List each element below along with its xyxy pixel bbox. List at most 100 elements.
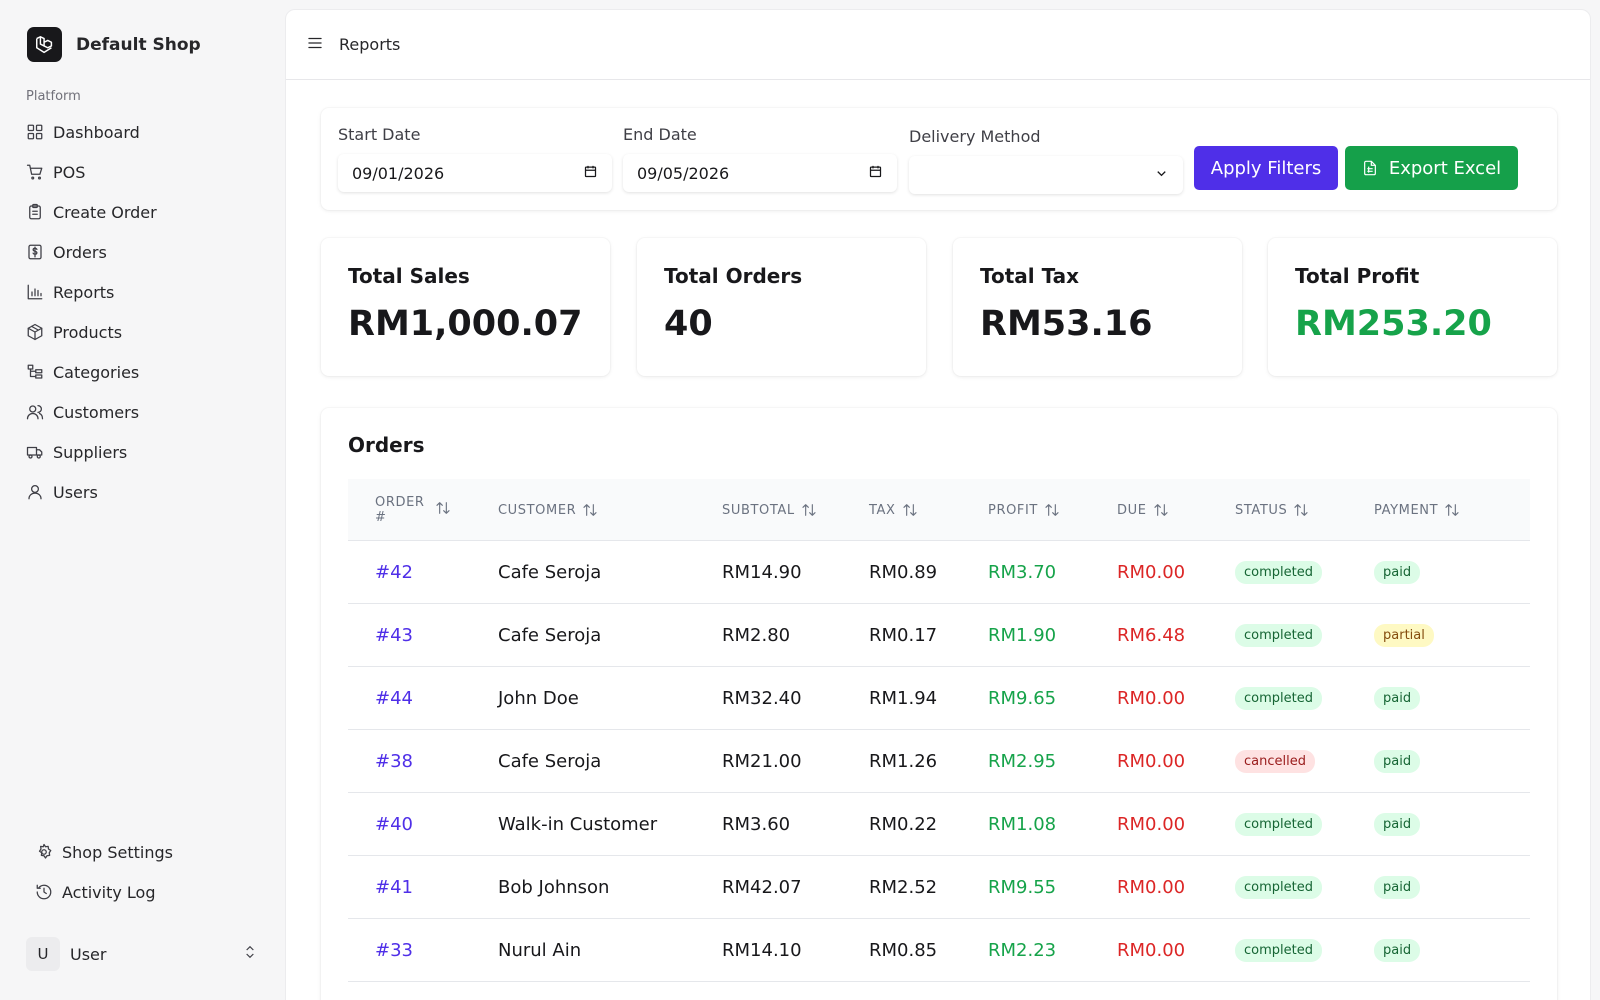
sidebar-item-shop-settings[interactable]: Shop Settings xyxy=(35,832,265,872)
start-date-input[interactable]: 09/01/2026 xyxy=(338,154,612,192)
status-badge: completed xyxy=(1235,812,1322,836)
start-date-label: Start Date xyxy=(338,125,421,144)
file-spreadsheet-icon xyxy=(1362,160,1389,176)
profit-cell: RM2.23 xyxy=(988,939,1057,961)
table-header: ORDER # CUSTOMER SUBTOTAL TAX PROFIT xyxy=(348,479,1530,541)
column-header-status[interactable]: STATUS xyxy=(1235,479,1309,541)
sidebar-item-users[interactable]: Users xyxy=(26,472,266,512)
order-link[interactable]: #42 xyxy=(375,561,413,583)
sort-icon xyxy=(435,500,451,520)
order-link[interactable]: #44 xyxy=(375,687,413,709)
column-header-label: PROFIT xyxy=(988,502,1038,518)
customer-cell: Walk-in Customer xyxy=(498,813,658,835)
sidebar-item-create-order[interactable]: Create Order xyxy=(26,192,266,232)
order-link[interactable]: #38 xyxy=(375,750,413,772)
subtotal-cell: RM14.10 xyxy=(722,939,802,961)
column-header-order[interactable]: ORDER # xyxy=(375,479,451,541)
export-excel-button[interactable]: Export Excel xyxy=(1345,146,1518,190)
end-date-input[interactable]: 09/05/2026 xyxy=(623,154,897,192)
table-row: #43 Cafe Seroja RM2.80 RM0.17 RM1.90 RM6… xyxy=(348,604,1530,667)
payment-badge: paid xyxy=(1374,749,1421,773)
tax-cell: RM0.22 xyxy=(869,813,938,835)
table-row: #41 Bob Johnson RM42.07 RM2.52 RM9.55 RM… xyxy=(348,856,1530,919)
main-nav: Dashboard POS Create Order Orders Report… xyxy=(26,112,266,512)
user-menu[interactable]: U User xyxy=(26,936,258,972)
column-header-payment[interactable]: PAYMENT xyxy=(1374,479,1460,541)
sidebar-item-suppliers[interactable]: Suppliers xyxy=(26,432,266,472)
sidebar-item-activity-log[interactable]: Activity Log xyxy=(35,872,265,912)
user-name: User xyxy=(70,944,107,964)
stat-value: RM53.16 xyxy=(980,304,1153,344)
status-badge: cancelled xyxy=(1235,749,1315,773)
sidebar-item-label: Dashboard xyxy=(53,122,140,142)
order-link[interactable]: #43 xyxy=(375,624,413,646)
header: Reports xyxy=(286,10,1590,80)
sidebar-item-dashboard[interactable]: Dashboard xyxy=(26,112,266,152)
order-link[interactable]: #40 xyxy=(375,813,413,835)
sidebar-item-label: Customers xyxy=(53,402,140,422)
secondary-nav: Shop Settings Activity Log xyxy=(35,832,265,912)
menu-icon[interactable] xyxy=(306,34,324,56)
due-cell: RM0.00 xyxy=(1117,561,1186,583)
stat-label: Total Sales xyxy=(348,264,470,288)
end-date-value: 09/05/2026 xyxy=(637,163,730,183)
stat-card-total-orders: Total Orders 40 xyxy=(637,238,926,376)
column-header-label: TAX xyxy=(869,502,896,518)
customer-cell: Cafe Seroja xyxy=(498,624,602,646)
stat-card-total-profit: Total Profit RM253.20 xyxy=(1268,238,1557,376)
profit-cell: RM1.08 xyxy=(988,813,1057,835)
sidebar-item-pos[interactable]: POS xyxy=(26,152,266,192)
column-header-label: PAYMENT xyxy=(1374,502,1439,518)
profit-cell: RM9.55 xyxy=(988,876,1057,898)
payment-badge: paid xyxy=(1374,812,1421,836)
column-header-profit[interactable]: PROFIT xyxy=(988,479,1060,541)
calendar-icon[interactable] xyxy=(868,164,883,183)
payment-badge: paid xyxy=(1374,938,1421,962)
subtotal-cell: RM3.60 xyxy=(722,813,791,835)
brand[interactable]: Default Shop xyxy=(27,27,201,62)
sidebar-item-label: Suppliers xyxy=(53,442,128,462)
column-header-customer[interactable]: CUSTOMER xyxy=(498,479,598,541)
order-link[interactable]: #41 xyxy=(375,876,413,898)
customer-cell: Bob Johnson xyxy=(498,876,610,898)
delivery-method-select[interactable] xyxy=(909,156,1183,194)
order-link[interactable]: #33 xyxy=(375,939,413,961)
sidebar-item-orders[interactable]: Orders xyxy=(26,232,266,272)
column-header-subtotal[interactable]: SUBTOTAL xyxy=(722,479,817,541)
status-badge: completed xyxy=(1235,875,1322,899)
main-panel: Reports Start Date 09/01/2026 End Date 0… xyxy=(285,9,1591,1000)
sidebar-item-customers[interactable]: Customers xyxy=(26,392,266,432)
calendar-icon[interactable] xyxy=(583,164,598,183)
profit-cell: RM3.70 xyxy=(988,561,1057,583)
truck-icon xyxy=(26,443,44,461)
end-date-label: End Date xyxy=(623,125,697,144)
sidebar-item-products[interactable]: Products xyxy=(26,312,266,352)
column-header-tax[interactable]: TAX xyxy=(869,479,918,541)
column-header-label: SUBTOTAL xyxy=(722,502,795,518)
sidebar-item-label: Orders xyxy=(53,242,107,262)
clipboard-icon xyxy=(26,203,44,221)
tax-cell: RM1.26 xyxy=(869,750,938,772)
order-header-line1: ORDER xyxy=(375,495,425,510)
profit-cell: RM9.65 xyxy=(988,687,1057,709)
table-row: #38 Cafe Seroja RM21.00 RM1.26 RM2.95 RM… xyxy=(348,730,1530,793)
stat-value-profit: RM253.20 xyxy=(1295,304,1492,344)
sort-icon xyxy=(1294,504,1308,516)
column-header-order-label: ORDER # xyxy=(375,495,425,525)
status-badge: completed xyxy=(1235,686,1322,710)
due-cell: RM6.48 xyxy=(1117,624,1186,646)
bar-chart-icon xyxy=(26,283,44,301)
sidebar-item-categories[interactable]: Categories xyxy=(26,352,266,392)
start-date-field: Start Date 09/01/2026 xyxy=(338,125,612,192)
table-row: #44 John Doe RM32.40 RM1.94 RM9.65 RM0.0… xyxy=(348,667,1530,730)
payment-badge: paid xyxy=(1374,560,1421,584)
sort-icon xyxy=(1445,504,1459,516)
stat-label: Total Profit xyxy=(1295,264,1420,288)
due-cell: RM0.00 xyxy=(1117,750,1186,772)
delivery-method-field: Delivery Method xyxy=(909,127,1183,194)
sidebar-item-reports[interactable]: Reports xyxy=(26,272,266,312)
customer-cell: Cafe Seroja xyxy=(498,750,602,772)
table-row: #42 Cafe Seroja RM14.90 RM0.89 RM3.70 RM… xyxy=(348,541,1530,604)
apply-filters-button[interactable]: Apply Filters xyxy=(1194,146,1338,190)
column-header-due[interactable]: DUE xyxy=(1117,479,1169,541)
